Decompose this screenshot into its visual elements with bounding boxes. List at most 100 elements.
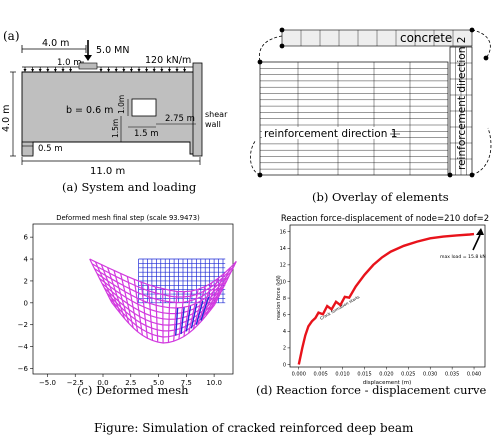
node-dot	[257, 172, 263, 178]
chart-d-xtick-label: 0.030	[423, 372, 437, 378]
panel-d-reaction-curve: Reaction force-displacement of node=210 …	[276, 214, 489, 386]
node-dot	[257, 59, 263, 65]
reinf-dir2-label: reinforcement direction 2	[456, 37, 468, 170]
figure-caption: Figure: Simulation of cracked reinforced…	[94, 421, 414, 435]
load-arrowhead	[46, 69, 50, 72]
deformed-mesh-col	[192, 286, 206, 330]
reinforcement-column-lines	[450, 47, 472, 175]
chart-d-ytick-label: 10	[280, 279, 286, 285]
concrete-label: concrete	[400, 31, 452, 45]
chart-d-xtick-label: 0.035	[445, 372, 459, 378]
chart-c-ytick-label: 4	[24, 256, 29, 264]
load-arrowhead	[69, 69, 73, 72]
chart-c-xtick-label: −2.5	[67, 379, 84, 387]
chart-d-ytick-label: 12	[280, 263, 286, 269]
dim-top-label: 4.0 m	[42, 38, 69, 49]
deformed-mesh-col	[205, 272, 225, 316]
max-load-arrowhead	[476, 228, 484, 235]
chart-d-xlabel: displacement (m)	[363, 380, 411, 386]
deformed-mesh-col	[201, 278, 219, 321]
chart-d-xtick-label: 0.040	[467, 372, 481, 378]
span-label: 11.0 m	[90, 166, 125, 177]
opening-height-label: 1.0m	[117, 95, 126, 114]
load-arrowhead	[167, 69, 171, 72]
deformed-mesh-col	[154, 286, 159, 343]
caption-a: (a) System and loading	[62, 180, 197, 194]
load-arrowhead	[152, 69, 156, 72]
load-arrowhead	[107, 69, 111, 72]
panel-c-deformed-mesh: Deformed mesh final step (scale 93.9473)…	[18, 214, 237, 387]
chart-c-xtick-label: 0.0	[97, 379, 108, 387]
shear-wall-label-2: wall	[205, 120, 221, 129]
node-dot	[469, 27, 475, 33]
deformed-mesh-col	[89, 258, 113, 304]
crack-line	[175, 307, 179, 336]
node-dot	[483, 55, 489, 61]
chart-c-ytick-label: −6	[18, 365, 29, 373]
load-arrowhead	[99, 69, 103, 72]
deformed-mesh-col	[107, 267, 126, 319]
chart-d-xtick-label: 0.010	[335, 372, 349, 378]
load-arrowhead	[183, 69, 187, 72]
load-arrowhead	[137, 69, 141, 72]
panel-a-label: (a)	[3, 29, 20, 43]
deformed-mesh-col	[188, 289, 199, 334]
load-plate	[78, 62, 98, 70]
dashed-arrow-bottom-left	[250, 139, 261, 176]
load-arrowhead	[122, 69, 126, 72]
chart-d-ylabel: reacion force (kN)	[276, 275, 282, 320]
chart-c-xtick-label: 2.5	[125, 379, 136, 387]
load-arrowhead	[114, 69, 118, 72]
load-arrowhead	[145, 69, 149, 72]
load-arrowhead	[31, 69, 35, 72]
opening-bottom-label: 1.5m	[111, 119, 120, 138]
chart-d-ytick-label: 2	[283, 346, 286, 352]
chart-d-ytick-label: 6	[283, 312, 286, 318]
caption-b: (b) Overlay of elements	[312, 190, 449, 204]
max-load-annotation: max load = 15.8 kN	[440, 254, 486, 260]
dir1-label-bg	[262, 127, 392, 139]
deformed-mesh-col	[178, 291, 185, 340]
deformed-mesh-col	[197, 282, 213, 326]
load-arrowhead	[129, 69, 133, 72]
left-support	[21, 141, 34, 157]
height-label: 4.0 m	[1, 105, 12, 132]
chart-c-xtick-label: −5.0	[39, 379, 56, 387]
chart-c-ytick-label: −2	[18, 321, 28, 329]
deformed-mesh-col	[140, 282, 148, 339]
deformed-mesh-col	[183, 290, 192, 337]
node-dot	[447, 172, 453, 178]
deformed-mesh-col	[100, 264, 121, 314]
chart-c-ytick-label: 6	[24, 234, 29, 242]
deformed-mesh-col	[214, 261, 237, 306]
node-dot	[279, 27, 285, 33]
chart-c-ytick-label: 0	[24, 299, 28, 307]
chart-d-xtick-label: 0.005	[314, 372, 328, 378]
dashed-arrow-top-left	[259, 35, 283, 63]
deformed-mesh-col	[147, 284, 154, 341]
deformed-mesh-col	[94, 261, 117, 309]
crack-line	[195, 300, 204, 325]
force-displacement-curve	[297, 232, 475, 365]
panel-b-overlay: concrete reinforcement direction 1 reinf…	[250, 27, 492, 178]
support-width-label: 0.5 m	[38, 144, 63, 154]
deformed-mesh-col	[113, 270, 130, 324]
dim-15-label: 1.5 m	[134, 129, 159, 139]
crack-line	[190, 303, 198, 329]
chart-c-axes	[32, 223, 234, 375]
caption-c: (c) Deformed mesh	[77, 383, 189, 397]
concrete-cells	[300, 30, 454, 46]
chart-d-title: Reaction force-displacement of node=210 …	[281, 214, 489, 224]
dashed-arrow-top-right	[471, 29, 491, 59]
distributed-load-label: 120 kN/m	[145, 55, 191, 66]
dashed-arrow-bottom-right	[471, 127, 492, 176]
chart-c-xtick-label: 7.5	[181, 379, 192, 387]
node-dot	[469, 172, 475, 178]
thickness-label: b = 0.6 m	[66, 105, 113, 116]
load-arrowhead	[23, 69, 27, 72]
deformed-mesh-col	[126, 276, 139, 332]
crack-line	[180, 307, 185, 334]
chart-d-axes	[289, 224, 486, 368]
chart-d-xtick-label: 0.000	[292, 372, 306, 378]
chart-d-xtick-label: 0.015	[357, 372, 371, 378]
